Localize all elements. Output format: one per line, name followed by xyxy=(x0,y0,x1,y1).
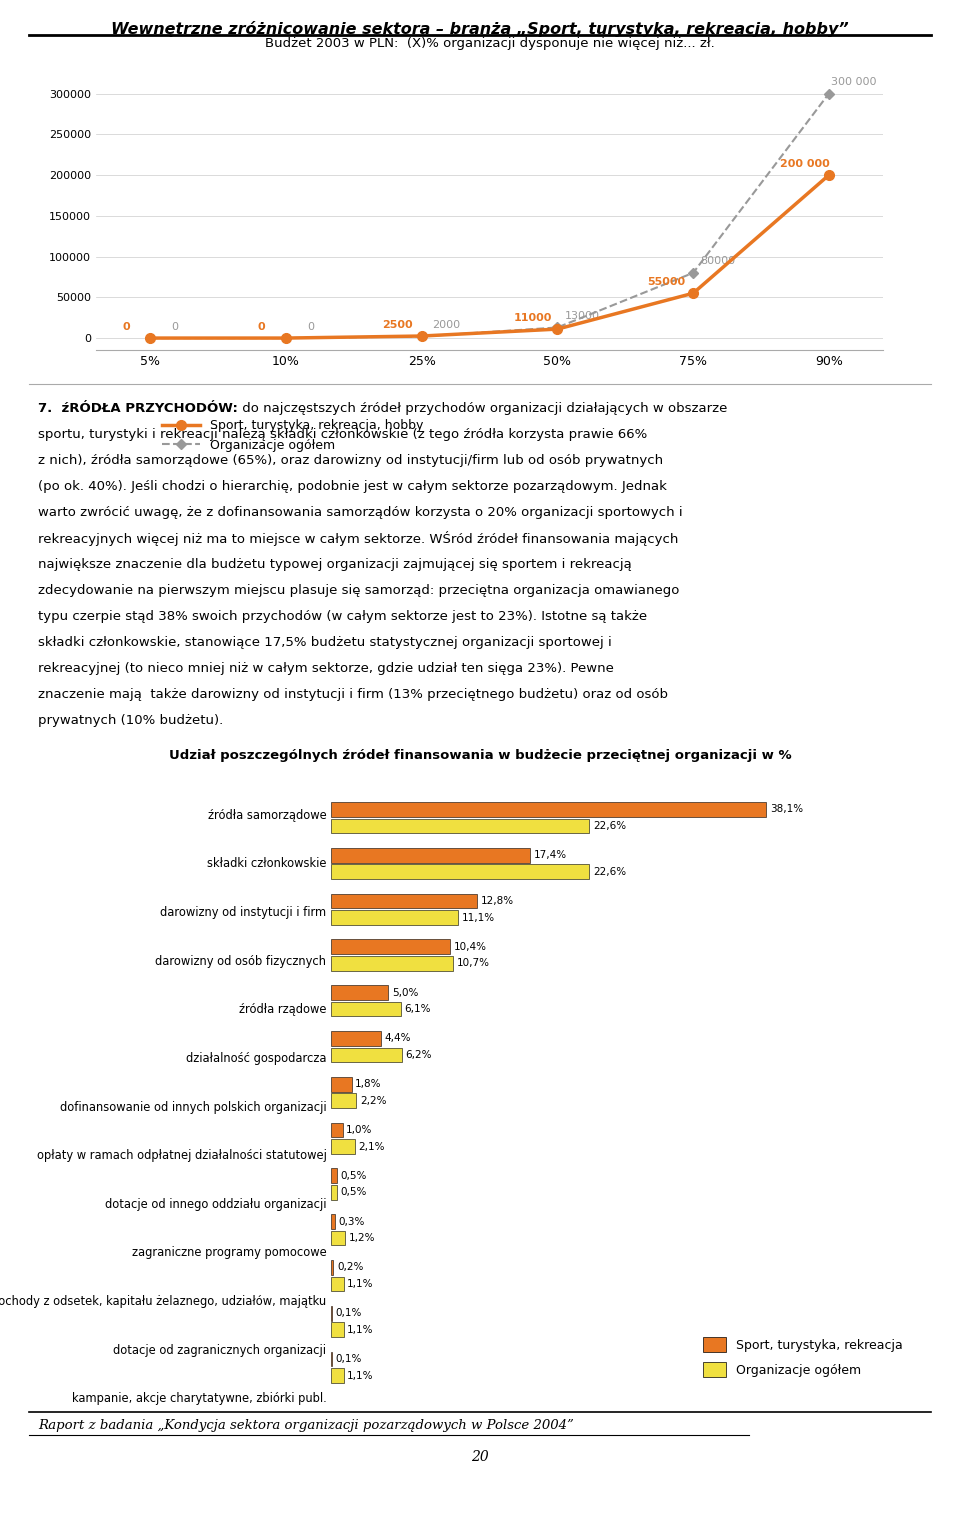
Text: kampanie, akcje charytatywne, zbiórki publ.: kampanie, akcje charytatywne, zbiórki pu… xyxy=(72,1392,326,1406)
Bar xyxy=(331,1352,332,1366)
Text: darowizny od osób fizycznych: darowizny od osób fizycznych xyxy=(156,955,326,967)
Bar xyxy=(331,1231,345,1246)
Text: 6,1%: 6,1% xyxy=(404,1004,431,1014)
Text: 6,2%: 6,2% xyxy=(405,1049,432,1060)
Text: znaczenie mają  także darowizny od instytucji i firm (13% przeciętnego budżetu) : znaczenie mają także darowizny od instyt… xyxy=(38,688,668,701)
Text: 17,4%: 17,4% xyxy=(534,850,566,860)
Text: 1,8%: 1,8% xyxy=(355,1080,382,1089)
Text: 0: 0 xyxy=(122,321,130,332)
Bar xyxy=(331,1168,337,1183)
Text: 1,1%: 1,1% xyxy=(348,1371,373,1380)
Bar xyxy=(331,1322,344,1337)
Text: sportu, turystyki i rekreacji należą składki członkowskie (z tego źródła korzyst: sportu, turystyki i rekreacji należą skł… xyxy=(38,428,648,442)
Bar xyxy=(331,985,388,1001)
Text: 0,3%: 0,3% xyxy=(338,1217,365,1226)
Bar xyxy=(331,1214,335,1229)
Text: 0,5%: 0,5% xyxy=(341,1188,367,1197)
Bar xyxy=(331,894,477,908)
Text: 0: 0 xyxy=(307,321,314,332)
Text: rekreacyjnej (to nieco mniej niż w całym sektorze, gdzie udział ten sięga 23%). : rekreacyjnej (to nieco mniej niż w całym… xyxy=(38,663,614,675)
Text: z nich), źródła samorządowe (65%), oraz darowizny od instytucji/firm lub od osób: z nich), źródła samorządowe (65%), oraz … xyxy=(38,454,663,468)
Bar xyxy=(331,1185,337,1200)
Text: 1,1%: 1,1% xyxy=(348,1279,373,1288)
Text: 2,1%: 2,1% xyxy=(359,1142,385,1151)
Text: 11000: 11000 xyxy=(514,312,552,323)
Text: dofinansowanie od innych polskich organizacji: dofinansowanie od innych polskich organi… xyxy=(60,1101,326,1113)
Text: typu czerpie stąd 38% swoich przychodów (w całym sektorze jest to 23%). Istotne : typu czerpie stąd 38% swoich przychodów … xyxy=(38,611,648,623)
Text: 5,0%: 5,0% xyxy=(392,987,419,998)
Text: Udział poszczególnych źródeł finansowania w budżecie przeciętnej organizacji w %: Udział poszczególnych źródeł finansowani… xyxy=(169,748,791,762)
Text: 0,5%: 0,5% xyxy=(341,1171,367,1180)
Text: 10,7%: 10,7% xyxy=(457,958,490,969)
Text: 22,6%: 22,6% xyxy=(593,821,626,832)
Bar xyxy=(331,865,589,879)
Bar xyxy=(331,848,530,862)
Text: 200 000: 200 000 xyxy=(780,158,829,169)
Bar xyxy=(331,818,589,833)
Bar xyxy=(331,956,453,970)
Text: dotacje od innego oddziału organizacji: dotacje od innego oddziału organizacji xyxy=(105,1197,326,1211)
Bar xyxy=(331,940,450,953)
Legend: Sport, turystyka, rekreacja, hobby, Organizacje ogółem: Sport, turystyka, rekreacja, hobby, Orga… xyxy=(157,414,428,457)
Text: 12,8%: 12,8% xyxy=(481,896,514,906)
Text: darowizny od instytucji i firm: darowizny od instytucji i firm xyxy=(160,906,326,918)
Bar xyxy=(331,1305,332,1320)
Text: składki członkowskie, stanowiące 17,5% budżetu statystycznej organizacji sportow: składki członkowskie, stanowiące 17,5% b… xyxy=(38,637,612,649)
Text: (po ok. 40%). Jeśli chodzi o hierarchię, podobnie jest w całym sektorze pozarząd: (po ok. 40%). Jeśli chodzi o hierarchię,… xyxy=(38,480,667,493)
Text: działalność gospodarcza: działalność gospodarcza xyxy=(186,1052,326,1065)
Text: zdecydowanie na pierwszym miejscu plasuje się samorząd: przeciętna organizacja o: zdecydowanie na pierwszym miejscu plasuj… xyxy=(38,585,680,597)
Text: prywatnych (10% budżetu).: prywatnych (10% budżetu). xyxy=(38,714,224,726)
Text: 22,6%: 22,6% xyxy=(593,867,626,877)
Bar xyxy=(331,1276,344,1292)
Text: 13000: 13000 xyxy=(564,311,599,321)
Text: Wewnętrzne zróżnicowanie sektora – branża „Sport, turystyka, rekreacja, hobby”: Wewnętrzne zróżnicowanie sektora – branż… xyxy=(111,21,849,37)
Text: 0,1%: 0,1% xyxy=(336,1308,362,1319)
Text: 2500: 2500 xyxy=(382,320,413,329)
Text: dochody z odsetek, kapitału żelaznego, udziałów, majątku: dochody z odsetek, kapitału żelaznego, u… xyxy=(0,1295,326,1308)
Text: 55000: 55000 xyxy=(647,277,685,286)
Bar xyxy=(331,1077,351,1092)
Text: zagraniczne programy pomocowe: zagraniczne programy pomocowe xyxy=(132,1246,326,1260)
Bar xyxy=(331,1094,356,1109)
Text: źródła samorządowe: źródła samorządowe xyxy=(207,809,326,822)
Text: 38,1%: 38,1% xyxy=(770,804,803,815)
Text: dotacje od zagranicznych organizacji: dotacje od zagranicznych organizacji xyxy=(113,1343,326,1357)
Text: opłaty w ramach odpłatnej działalności statutowej: opłaty w ramach odpłatnej działalności s… xyxy=(36,1150,326,1162)
Bar xyxy=(331,1122,343,1138)
Text: 4,4%: 4,4% xyxy=(385,1034,412,1043)
Text: 300 000: 300 000 xyxy=(830,78,876,87)
Text: 2,2%: 2,2% xyxy=(360,1095,386,1106)
Title: Budżet 2003 w PLN:  (X)% organizacji dysponuje nie więcej niż... zł.: Budżet 2003 w PLN: (X)% organizacji dysp… xyxy=(265,37,714,50)
Text: 1,0%: 1,0% xyxy=(346,1125,372,1135)
Text: 0,1%: 0,1% xyxy=(336,1354,362,1365)
Text: Raport z badania „Kondycja sektora organizacji pozarządowych w Polsce 2004”: Raport z badania „Kondycja sektora organ… xyxy=(38,1419,574,1433)
Text: rekreacyjnych więcej niż ma to miejsce w całym sektorze. WŚród źródeł finansowan: rekreacyjnych więcej niż ma to miejsce w… xyxy=(38,532,679,547)
Text: źródła rządowe: źródła rządowe xyxy=(239,1004,326,1016)
Bar xyxy=(331,1002,401,1016)
Text: 0: 0 xyxy=(171,321,179,332)
Bar xyxy=(331,1048,402,1062)
Text: warto zwrócić uwagę, że z dofinansowania samorządów korzysta o 20% organizacji s: warto zwrócić uwagę, że z dofinansowania… xyxy=(38,506,683,519)
Text: 1,2%: 1,2% xyxy=(348,1234,374,1243)
Bar xyxy=(331,1260,333,1275)
Bar xyxy=(331,1139,355,1154)
Text: 80000: 80000 xyxy=(700,256,735,267)
Text: 2000: 2000 xyxy=(432,320,460,330)
Text: 1,1%: 1,1% xyxy=(348,1325,373,1334)
Bar xyxy=(331,911,458,924)
Text: do najczęstszych źródeł przychodów organizacji działających w obszarze: do najczęstszych źródeł przychodów organ… xyxy=(238,402,728,416)
Text: 0,2%: 0,2% xyxy=(337,1263,363,1272)
Text: składki członkowskie: składki członkowskie xyxy=(207,857,326,871)
Bar xyxy=(331,803,766,816)
Text: 11,1%: 11,1% xyxy=(462,912,494,923)
Bar xyxy=(331,1368,344,1383)
Text: 0: 0 xyxy=(258,321,265,332)
Text: 10,4%: 10,4% xyxy=(453,941,487,952)
Text: 7.  źRÓDŁA PRZYCHODÓW:: 7. źRÓDŁA PRZYCHODÓW: xyxy=(38,402,238,416)
Text: 20: 20 xyxy=(471,1450,489,1464)
Bar xyxy=(331,1031,381,1046)
Text: największe znaczenie dla budżetu typowej organizacji zajmującej się sportem i re: największe znaczenie dla budżetu typowej… xyxy=(38,557,632,571)
Legend: Sport, turystyka, rekreacja, Organizacje ogółem: Sport, turystyka, rekreacja, Organizacje… xyxy=(698,1331,907,1383)
